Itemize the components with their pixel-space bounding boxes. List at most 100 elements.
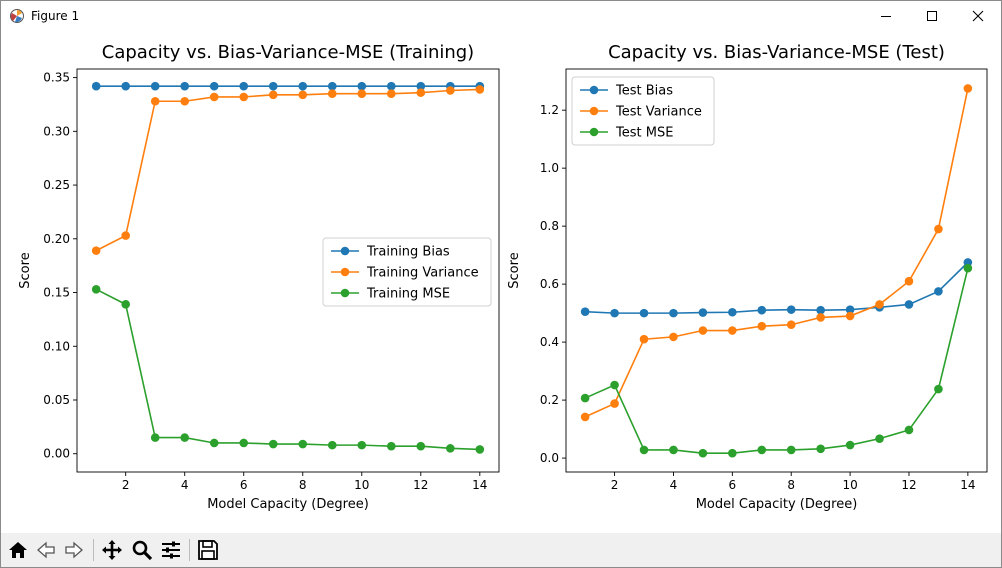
data-point: [904, 300, 914, 309]
data-point: [639, 334, 649, 344]
data-point: [728, 448, 737, 458]
title-bar[interactable]: Figure 1: [1, 1, 1001, 31]
y-tick-label: 0.05: [43, 393, 70, 407]
x-tick-label: 4: [181, 478, 189, 492]
y-tick-label: 0.8: [540, 219, 559, 233]
data-point: [639, 308, 649, 318]
data-point: [669, 445, 678, 455]
data-point: [816, 313, 825, 322]
back-button[interactable]: [33, 537, 59, 563]
x-tick-label: 4: [670, 478, 678, 492]
data-point: [669, 332, 678, 342]
axes-frame: [76, 68, 500, 473]
save-icon: [198, 540, 218, 560]
data-point: [180, 96, 190, 106]
data-point: [757, 321, 767, 331]
data-point: [327, 89, 337, 99]
pan-button[interactable]: [99, 537, 125, 563]
zoom-button[interactable]: [129, 537, 155, 563]
data-point: [298, 439, 308, 449]
chart-title: Capacity vs. Bias-Variance-MSE (Test): [608, 42, 945, 63]
data-point: [121, 300, 130, 309]
legend-label: Training MSE: [366, 287, 450, 302]
legend-label: Test Variance: [615, 105, 702, 120]
back-arrow-icon: [37, 541, 55, 559]
data-point: [239, 92, 249, 102]
x-tick-label: 8: [787, 478, 795, 492]
figure-canvas[interactable]: Capacity vs. Bias-Variance-MSE (Training…: [1, 31, 1001, 533]
y-tick-label: 0.00: [43, 447, 70, 461]
maximize-icon: [927, 11, 937, 21]
y-tick-label: 0.15: [43, 286, 70, 300]
maximize-button[interactable]: [909, 1, 955, 31]
legend-label: Training Bias: [366, 245, 450, 260]
data-point: [610, 308, 619, 318]
series-line-3: [584, 267, 969, 454]
configure-subplots-button[interactable]: [158, 537, 184, 563]
data-point: [757, 445, 767, 455]
data-point: [209, 438, 219, 448]
data-point: [934, 224, 943, 234]
data-point: [416, 88, 426, 97]
data-point: [963, 84, 973, 93]
data-point: [416, 441, 426, 451]
data-point: [446, 444, 455, 453]
forward-button[interactable]: [61, 537, 87, 563]
y-tick-label: 1.2: [540, 103, 559, 117]
figure-svg: Capacity vs. Bias-Variance-MSE (Training…: [18, 42, 988, 512]
y-tick-label: 0.35: [43, 71, 70, 85]
data-point: [180, 81, 190, 91]
data-point: [816, 305, 825, 315]
data-point: [91, 285, 101, 294]
home-icon: [9, 542, 27, 558]
data-point: [386, 441, 396, 451]
data-point: [610, 399, 619, 408]
data-point: [816, 444, 825, 454]
y-tick-label: 0.4: [540, 335, 559, 349]
x-tick-label: 8: [299, 478, 307, 492]
data-point: [757, 305, 767, 315]
data-point: [875, 434, 884, 443]
data-point: [268, 90, 278, 100]
legend-box: [571, 76, 715, 146]
toolbar-separator: [93, 539, 94, 561]
legend-label: Test MSE: [615, 126, 673, 141]
legend-box: [322, 237, 492, 307]
x-axis-label: Model Capacity (Degree): [696, 497, 858, 512]
data-point: [180, 433, 190, 442]
data-point: [150, 433, 160, 442]
data-point: [150, 96, 160, 106]
toolbar-separator: [189, 539, 190, 561]
matplotlib-app-icon: [10, 9, 24, 23]
data-point: [580, 393, 590, 403]
data-point: [845, 305, 855, 314]
data-point: [121, 231, 130, 240]
data-point: [91, 81, 101, 91]
y-axis-label: Score: [507, 252, 522, 288]
data-point: [239, 438, 249, 448]
x-tick-label: 2: [122, 478, 130, 492]
data-point: [357, 81, 367, 91]
data-point: [786, 305, 796, 314]
x-tick-label: 2: [611, 478, 619, 492]
close-button[interactable]: [955, 1, 1001, 31]
data-point: [698, 308, 708, 317]
data-point: [91, 246, 101, 255]
x-tick-label: 6: [240, 478, 248, 492]
y-tick-label: 1.0: [540, 161, 559, 175]
series-line-2: [584, 88, 969, 418]
save-button[interactable]: [195, 537, 221, 563]
data-point: [416, 81, 426, 91]
y-tick-label: 0.6: [540, 277, 559, 291]
data-point: [875, 300, 884, 309]
data-point: [268, 439, 278, 449]
data-point: [639, 445, 649, 455]
minimize-button[interactable]: [863, 1, 909, 31]
legend-label: Training Variance: [366, 266, 479, 281]
close-icon: [972, 10, 984, 22]
x-tick-label: 14: [472, 478, 487, 492]
series-line-3: [95, 288, 480, 451]
data-point: [150, 81, 160, 91]
x-tick-label: 12: [413, 478, 428, 492]
home-button[interactable]: [5, 537, 31, 563]
